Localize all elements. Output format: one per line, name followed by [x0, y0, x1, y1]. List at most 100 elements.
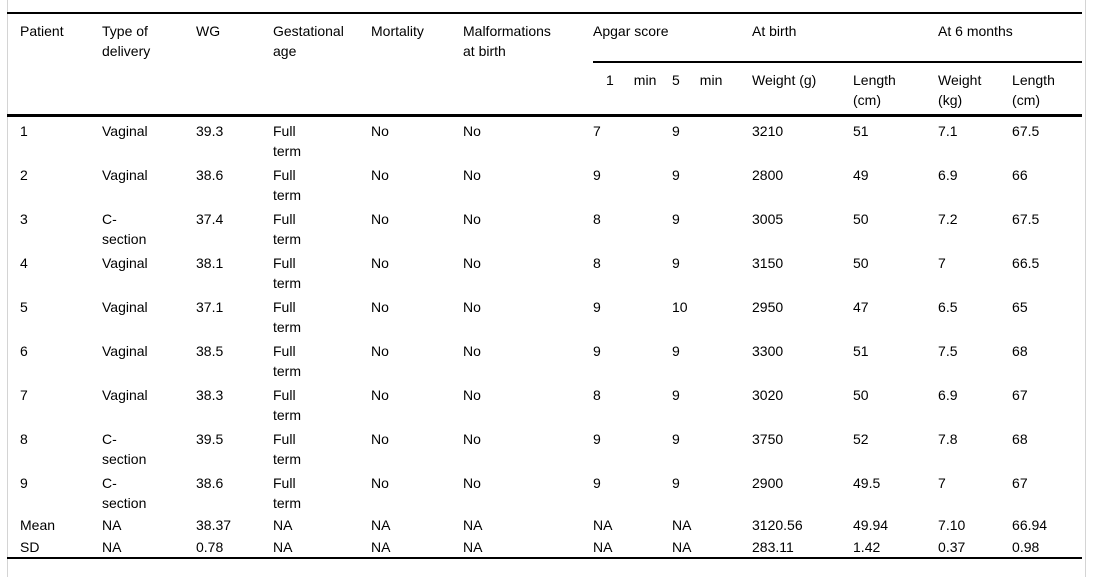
- table-cell: 3020: [752, 386, 784, 403]
- table-cell: 6.9: [938, 166, 958, 183]
- group-header-at-6-months: At 6 months: [938, 13, 1083, 63]
- table-cell: Vaginal: [102, 386, 148, 403]
- table-row: 9 C- section 38.6 Full term No No 9 9 2900 49.5 7 6…: [7, 469, 1082, 513]
- table-cell: No: [463, 210, 481, 227]
- table-cell: NA: [273, 538, 293, 555]
- table-row: 8 C- section 39.5 Full term No No 9 9 3750 52 7.8 6…: [7, 425, 1082, 469]
- subcolumn-header-6mo-weight-kg: Weight (kg): [938, 72, 982, 108]
- table-cell: 6: [20, 342, 28, 359]
- table-cell: 3005: [752, 210, 784, 227]
- table-cell: 2: [20, 166, 28, 183]
- table-cell: No: [463, 430, 481, 447]
- column-header-patient: Patient: [20, 23, 64, 39]
- table-cell: Full term: [273, 166, 301, 203]
- subcolumn-header-birth-weight-g: Weight (g): [752, 72, 817, 88]
- table-cell: 8: [593, 386, 601, 403]
- table-cell: 52: [853, 430, 869, 447]
- table-cell: 2950: [752, 298, 784, 315]
- table-cell: NA: [371, 516, 391, 533]
- table-cell: 7.2: [938, 210, 958, 227]
- table-cell: 66: [1012, 166, 1028, 183]
- group-header-apgar-score: Apgar score: [593, 13, 753, 63]
- table-cell: 37.1: [196, 298, 224, 315]
- table-body: 1 Vaginal 39.3 Full term No No 7 9 3210 51 7.1 67.5…: [7, 113, 1083, 558]
- table-cell: 8: [20, 430, 28, 447]
- group-header-at-birth: At birth: [752, 13, 939, 63]
- table-cell: 6.9: [938, 386, 958, 403]
- header-sub-row: 1 min 5 min Weight (g) Length (cm) Weight …: [7, 62, 1082, 115]
- table-cell: 49.94: [853, 516, 889, 533]
- table-cell: 9: [672, 386, 680, 403]
- table-cell: C- section: [102, 474, 147, 511]
- table-cell: 9: [672, 210, 680, 227]
- table-cell: NA: [463, 538, 483, 555]
- table-cell: NA: [273, 516, 293, 533]
- table-cell: 9: [672, 254, 680, 271]
- page-frame: [7, 0, 1086, 577]
- table-cell: No: [371, 298, 389, 315]
- table-cell: Full term: [273, 210, 301, 247]
- table-cell: 2800: [752, 166, 784, 183]
- table-cell: No: [371, 166, 389, 183]
- table-cell: Full term: [273, 474, 301, 511]
- table-cell: NA: [102, 538, 122, 555]
- table-cell: 2900: [752, 474, 784, 491]
- table-cell: C- section: [102, 430, 147, 467]
- table-cell: 7: [938, 474, 946, 491]
- apgar-5-unit: min: [699, 72, 723, 88]
- table-cell: 3150: [752, 254, 784, 271]
- table-cell: 9: [672, 166, 680, 183]
- table-header: Patient Type of delivery WG Gestational …: [7, 13, 1083, 115]
- table-cell: 7: [938, 254, 946, 271]
- column-header-malformations-at-birth: Malformations at birth: [463, 23, 551, 59]
- table-cell: Vaginal: [102, 113, 196, 161]
- column-header-wg: WG: [196, 23, 221, 39]
- table-cell: 9: [593, 342, 601, 359]
- table-cell: 65: [1012, 298, 1028, 315]
- table-cell: 67: [1012, 386, 1028, 403]
- table-cell: No: [463, 254, 481, 271]
- table-row: Mean NA 38.37 NA NA NA NA NA 3120.56 49.94 7.10 66.…: [7, 513, 1082, 535]
- table-cell: No: [463, 342, 481, 359]
- table-cell: Vaginal: [102, 298, 148, 315]
- table-cell: No: [463, 386, 481, 403]
- table-cell: 50: [853, 210, 869, 227]
- table-cell: 7.1: [938, 113, 1013, 161]
- table-cell: 9: [593, 298, 601, 315]
- table-cell: 66.94: [1012, 516, 1048, 533]
- table-cell: 3210: [752, 113, 854, 161]
- table-cell: 68: [1012, 342, 1028, 359]
- table-cell: No: [371, 254, 389, 271]
- table-cell: 39.3: [196, 113, 273, 161]
- table-cell: 5: [20, 298, 28, 315]
- table-cell: 7.8: [938, 430, 958, 447]
- table-cell: No: [463, 113, 593, 161]
- table-cell: NA: [672, 538, 692, 555]
- table-cell: 9: [672, 342, 680, 359]
- table-cell: 7.10: [938, 516, 966, 533]
- subcolumn-header-apgar-5-min: 5 min: [672, 62, 752, 115]
- apgar-5-value: 5: [672, 72, 680, 88]
- table-row: 3 C- section 37.4 Full term No No 8 9 3005 50 7.2 6…: [7, 205, 1082, 249]
- table-cell: 51: [853, 342, 869, 359]
- table-cell: Full term: [273, 386, 301, 423]
- apgar-1-value: 1: [606, 72, 614, 88]
- table-cell: NA: [463, 516, 483, 533]
- table-cell: 39.5: [196, 430, 224, 447]
- table-cell: 9: [672, 474, 680, 491]
- table-cell: Full term: [273, 254, 301, 291]
- table-cell: 9: [593, 166, 601, 183]
- table-cell: SD: [20, 538, 40, 555]
- table-cell: No: [371, 386, 389, 403]
- column-header-type-of-delivery: Type of delivery: [102, 23, 151, 59]
- table-row: 4 Vaginal 38.1 Full term No No 8 9 3150 50 7 66.5: [7, 249, 1082, 293]
- table-cell: 0.78: [196, 538, 224, 555]
- table-cell: No: [463, 474, 481, 491]
- table-cell: Full term: [273, 430, 301, 467]
- table-cell: 10: [672, 298, 688, 315]
- table-cell: 3750: [752, 430, 784, 447]
- table-cell: 49: [853, 166, 869, 183]
- table-row: 5 Vaginal 37.1 Full term No No 9 10 2950 47 6.5 65: [7, 293, 1082, 337]
- table-cell: 1: [7, 113, 102, 161]
- table-cell: 38.5: [196, 342, 224, 359]
